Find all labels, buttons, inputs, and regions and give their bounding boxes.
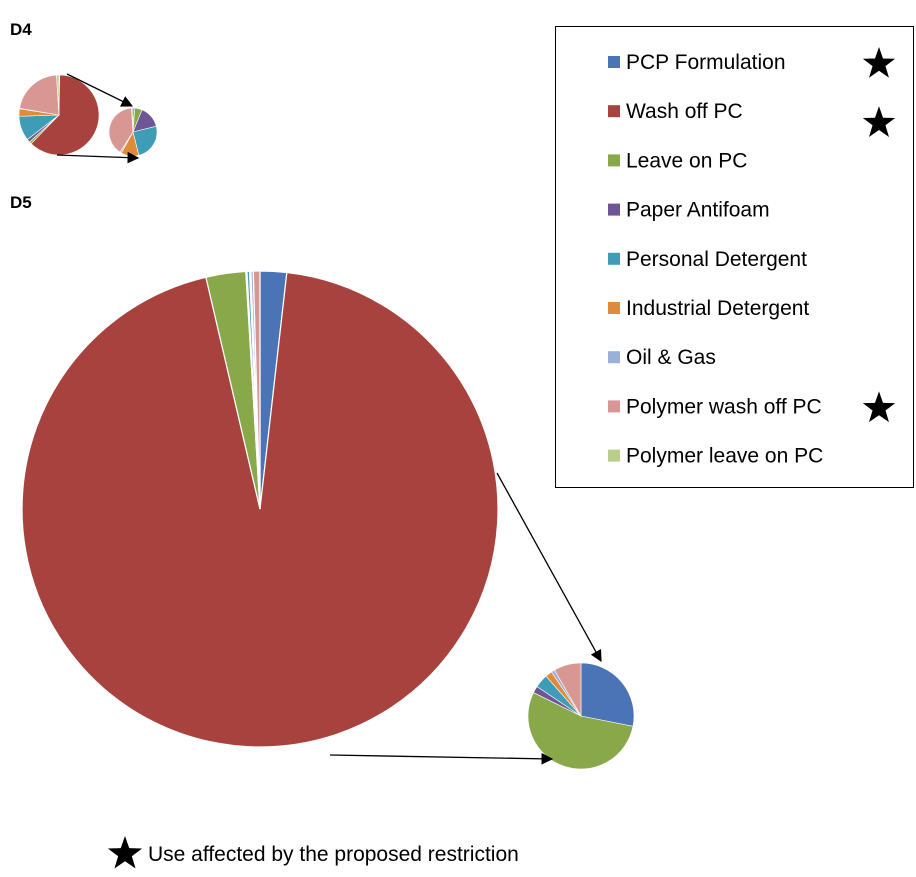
d5-connector-arrow-2 bbox=[329, 752, 554, 765]
black-star-icon bbox=[862, 47, 896, 78]
legend-swatch-paper-antifoam bbox=[608, 203, 620, 216]
legend-label-pcp-formulation: PCP Formulation bbox=[626, 51, 786, 74]
black-star-icon bbox=[107, 836, 143, 869]
legend-swatch-polymer-wash-off-pc bbox=[608, 400, 620, 413]
legend-swatch-wash-off-pc bbox=[608, 105, 620, 118]
d4-main-pie-slice-polymer-wash-off-pc bbox=[19, 74, 60, 116]
footnote-text: Use affected by the proposed restriction bbox=[148, 843, 519, 866]
legend-swatch-personal-detergent bbox=[608, 252, 620, 265]
d4-detail-pie-slice-polymer-wash-off-pc bbox=[108, 107, 134, 153]
panel-label-d5: D5 bbox=[10, 193, 32, 212]
black-star-icon bbox=[862, 106, 896, 137]
d4-connector-arrow-2 bbox=[56, 151, 140, 164]
d5-detail-pie-slice-pcp-formulation bbox=[580, 662, 635, 727]
d5-detail-pie-slice-polymer-wash-off-pc bbox=[554, 662, 582, 718]
legend-swatch-leave-on-pc bbox=[608, 154, 620, 167]
d4-detail-pie-slice-personal-detergent bbox=[132, 125, 158, 156]
legend-swatch-industrial-detergent bbox=[608, 302, 620, 314]
legend-label-polymer-wash-off-pc: Polymer wash off PC bbox=[626, 395, 822, 418]
legend-label-leave-on-pc: Leave on PC bbox=[626, 149, 747, 172]
legend-label-personal-detergent: Personal Detergent bbox=[626, 248, 807, 271]
legend-swatch-polymer-leave-on-pc bbox=[608, 449, 620, 462]
legend-label-wash-off-pc: Wash off PC bbox=[626, 100, 743, 123]
d5-main-pie-slice-wash-off-pc bbox=[21, 271, 499, 748]
legend-label-polymer-leave-on-pc: Polymer leave on PC bbox=[626, 445, 823, 468]
panel-label-d4: D4 bbox=[10, 20, 32, 39]
footnote: Use affected by the proposed restriction bbox=[107, 836, 519, 869]
d5-main-pie-slice-polymer-wash-off-pc bbox=[252, 270, 261, 510]
black-star-icon bbox=[862, 391, 896, 423]
legend-swatch-pcp-formulation bbox=[608, 56, 620, 68]
legend-label-oil-gas: Oil & Gas bbox=[626, 346, 716, 369]
panel-d5: D5 bbox=[10, 193, 635, 770]
legend-label-paper-antifoam: Paper Antifoam bbox=[626, 199, 770, 222]
d4-main-pie-slice-polymer-leave-on-pc bbox=[56, 74, 60, 116]
legend-swatch-oil-gas bbox=[608, 351, 620, 364]
panel-d4: D4 bbox=[10, 20, 158, 164]
legend: PCP Formulation Wash off PC Leave on PC Pap… bbox=[555, 26, 914, 488]
d5-connector-arrow-1 bbox=[496, 472, 602, 663]
legend-label-industrial-detergent: Industrial Detergent bbox=[626, 297, 809, 320]
d5-detail-pie-slice-leave-on-pc bbox=[527, 692, 634, 770]
d4-connector-arrow-1 bbox=[66, 73, 134, 107]
d4-detail-pie-slice-polymer-leave-on-pc bbox=[131, 107, 134, 133]
